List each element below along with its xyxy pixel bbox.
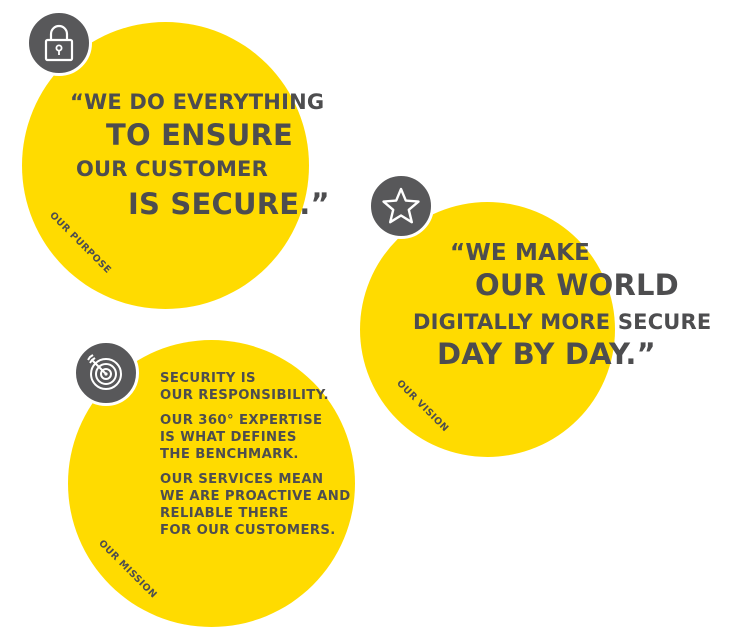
mission-text: SECURITY IS OUR RESPONSIBILITY. OUR 360°… <box>160 370 351 547</box>
mission-line: SECURITY IS <box>160 371 256 386</box>
lock-badge <box>26 10 92 76</box>
vision-quote-line-1: “WE MAKE <box>450 240 591 266</box>
target-badge <box>73 340 139 406</box>
mission-line: IS WHAT DEFINES <box>160 430 297 445</box>
purpose-quote-line-4: IS SECURE.” <box>128 187 330 221</box>
star-badge <box>368 173 434 239</box>
lock-icon <box>44 24 74 62</box>
vision-quote-line-3: DIGITALLY MORE SECURE <box>413 310 712 334</box>
vision-circle <box>360 202 615 457</box>
mission-line: OUR RESPONSIBILITY. <box>160 388 329 403</box>
purpose-quote-line-1: “WE DO EVERYTHING <box>70 90 325 114</box>
target-icon <box>87 354 122 390</box>
mission-line: FOR OUR CUSTOMERS. <box>160 523 336 538</box>
mission-line: OUR 360° EXPERTISE <box>160 413 323 428</box>
purpose-quote-line-3: OUR CUSTOMER <box>76 157 268 181</box>
vision-quote-line-4: DAY BY DAY.” <box>437 337 656 371</box>
mission-paragraph: OUR 360° EXPERTISE IS WHAT DEFINES THE B… <box>160 412 351 463</box>
star-icon <box>382 187 420 224</box>
mission-line: WE ARE PROACTIVE AND <box>160 489 351 504</box>
mission-paragraph: SECURITY IS OUR RESPONSIBILITY. <box>160 370 351 404</box>
mission-line: THE BENCHMARK. <box>160 447 299 462</box>
mission-line: OUR SERVICES MEAN <box>160 472 324 487</box>
mission-line: RELIABLE THERE <box>160 506 289 521</box>
vision-quote-line-2: OUR WORLD <box>475 268 679 302</box>
mission-paragraph: OUR SERVICES MEAN WE ARE PROACTIVE AND R… <box>160 471 351 539</box>
purpose-quote-line-2: TO ENSURE <box>106 118 293 152</box>
